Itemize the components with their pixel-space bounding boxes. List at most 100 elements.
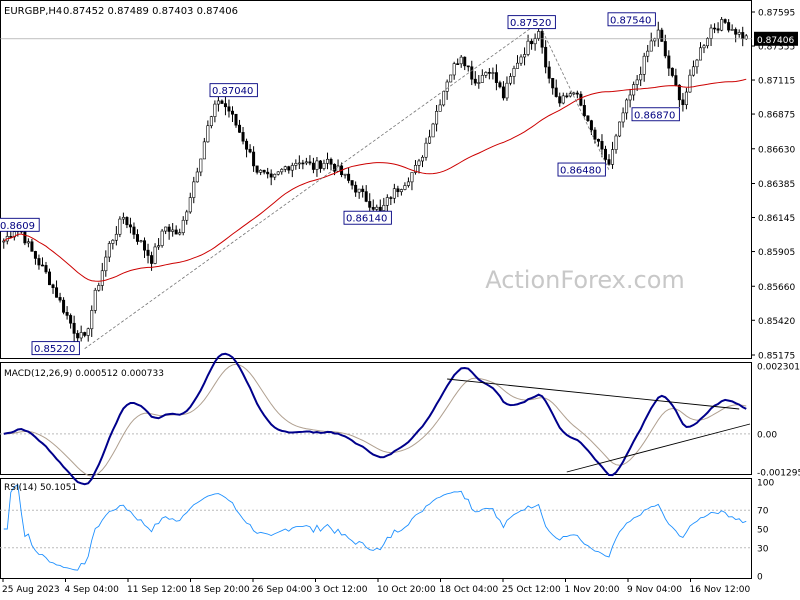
candle-body	[368, 201, 372, 208]
candle-body	[551, 78, 555, 89]
candle-body	[713, 27, 717, 30]
candle-body	[248, 148, 252, 153]
candle-body	[245, 140, 249, 150]
rsi-panel-frame	[0, 478, 752, 579]
macd-tick-label: 0.00	[757, 430, 777, 440]
candle-body	[121, 217, 125, 220]
candle-body	[72, 322, 76, 334]
candle-body	[135, 234, 139, 242]
candle-body	[238, 124, 242, 133]
candle-body	[308, 161, 312, 164]
candle-body	[382, 204, 386, 211]
candle-body	[403, 185, 407, 190]
annotation-label: 0.87540	[610, 15, 651, 26]
candle-body	[519, 56, 523, 64]
candle-body	[280, 169, 284, 173]
candle-body	[698, 47, 702, 61]
macd-trendline-top	[447, 378, 740, 410]
candle-body	[611, 149, 615, 165]
candle-body	[438, 104, 442, 112]
candle-body	[290, 165, 294, 171]
candle-body	[301, 162, 305, 165]
candle-body	[199, 158, 203, 173]
watermark: ActionForex.com	[485, 266, 685, 294]
candle-body	[737, 32, 741, 35]
candle-body	[343, 173, 347, 176]
candle-body	[593, 129, 597, 140]
candle-body	[628, 94, 632, 101]
candle-body	[350, 180, 354, 186]
time-tick-label: 1 Nov 20:00	[565, 585, 620, 595]
candle-body	[635, 79, 639, 85]
candle-body	[2, 240, 6, 243]
current-price-tag	[754, 31, 798, 46]
candle-body	[51, 284, 55, 288]
candle-body	[174, 229, 178, 235]
candle-body	[734, 29, 738, 35]
annotation-label: 0.86870	[634, 110, 675, 121]
candle-body	[230, 110, 234, 115]
rsi-layer: RSI(14) 50.1051	[0, 483, 751, 571]
candle-body	[508, 76, 512, 84]
macd-tick-label: -0.001295	[757, 469, 800, 479]
candle-body	[670, 67, 674, 76]
candle-body	[547, 66, 551, 79]
candle-body	[649, 40, 653, 52]
time-tick-label: 10 Oct 20:00	[377, 585, 436, 595]
candle-body	[389, 197, 393, 199]
zigzag-line	[538, 22, 610, 171]
rsi-tick-label: 30	[757, 544, 769, 554]
rsi-tick-label: 100	[757, 479, 774, 489]
price-tick-label: 0.86145	[758, 214, 795, 224]
candle-body	[709, 27, 713, 39]
candle-body	[354, 184, 358, 193]
candle-body	[424, 142, 428, 158]
candle-body	[259, 169, 263, 173]
candle-body	[209, 116, 213, 127]
candle-body	[223, 103, 227, 108]
header-ohlc: 0.87452 0.87489 0.87403 0.87406	[63, 6, 238, 17]
candle-body	[537, 31, 541, 39]
candle-body	[487, 72, 491, 74]
candle-body	[396, 188, 400, 193]
candle-body	[744, 35, 748, 40]
candle-body	[558, 96, 562, 104]
candle-body	[287, 166, 291, 171]
candle-body	[417, 160, 421, 166]
annotation-box	[557, 162, 606, 177]
candle-body	[516, 62, 520, 69]
price-panel-frame	[0, 0, 752, 359]
candle-body	[621, 112, 625, 123]
candle-body	[741, 32, 745, 40]
candle-body	[322, 162, 326, 169]
candle-body	[132, 226, 136, 235]
annotation-box	[31, 341, 80, 356]
candle-body	[125, 217, 129, 226]
candle-body	[325, 158, 329, 164]
annotation-box	[343, 210, 392, 225]
candle-body	[716, 28, 720, 31]
price-layer: 0.8609 0.85220 0.87040 0.86140 0.87520 0.8648…	[0, 12, 752, 356]
candle-body	[364, 191, 368, 202]
candle-body	[178, 232, 182, 235]
candle-body	[181, 219, 185, 233]
candle-body	[501, 86, 505, 99]
annotation-label: 0.87040	[212, 86, 253, 97]
candle-body	[677, 84, 681, 101]
candle-body	[30, 241, 34, 252]
candle-body	[347, 173, 351, 181]
candle-body	[118, 218, 122, 235]
candle-body	[452, 63, 456, 76]
candle-body	[639, 74, 643, 81]
candle-body	[294, 162, 298, 166]
candle-body	[262, 169, 266, 173]
time-tick-label: 11 Sep 12:00	[127, 585, 187, 595]
candle-body	[466, 65, 470, 68]
annotation-label: 0.87520	[510, 18, 551, 29]
candle-body	[297, 162, 301, 165]
annotation-label: 0.86140	[346, 214, 387, 225]
candle-body	[371, 207, 375, 210]
candle-body	[406, 181, 410, 186]
rsi-title: RSI(14) 50.1051	[4, 483, 77, 493]
